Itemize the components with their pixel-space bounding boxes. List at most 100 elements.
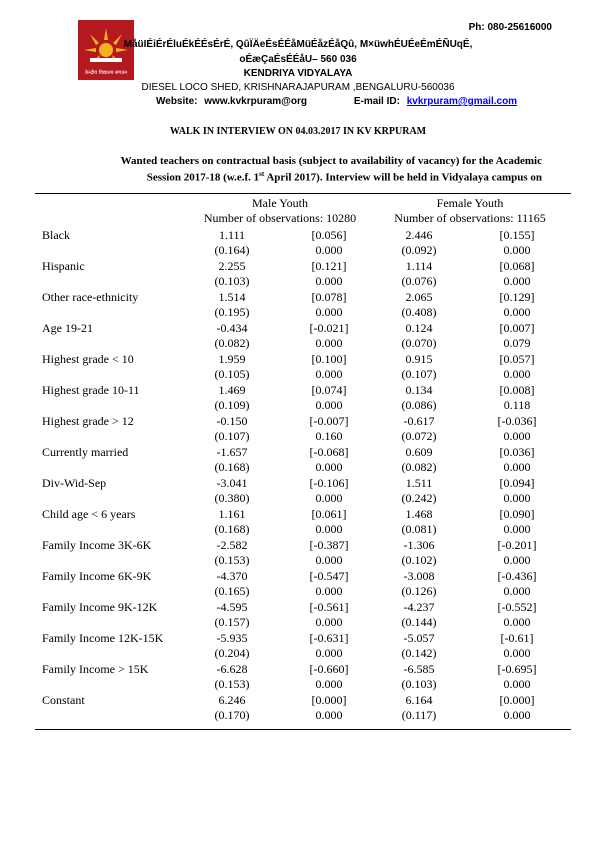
female-marginal-effect: [-0.201]: [497, 538, 537, 552]
male-std-error: (0.170): [214, 708, 250, 722]
row-label: Other race-ethnicity: [42, 290, 139, 304]
male-coefficient: -0.150: [216, 414, 248, 428]
male-p-value: 0.000: [315, 491, 343, 505]
para-line-2-start: Session 2017-18 (w.e.f. 1: [146, 171, 260, 184]
female-std-error: (0.107): [401, 367, 437, 381]
female-marginal-effect: [-0.036]: [497, 414, 537, 428]
row-label: Currently married: [42, 445, 129, 459]
male-p-value: 0.000: [315, 522, 343, 536]
male-marginal-effect: [-0.021]: [309, 321, 349, 335]
female-p-value: 0.000: [503, 367, 531, 381]
male-marginal-effect: [-0.660]: [309, 662, 349, 676]
male-std-error: (0.168): [214, 522, 250, 536]
female-p-value: 0.000: [503, 522, 531, 536]
male-std-error: (0.082): [214, 336, 250, 350]
table-bottom-rule: [35, 729, 571, 730]
male-p-value: 0.000: [315, 367, 343, 381]
regression-table-body: Black 1.111 [0.056] (0.164) 0.000 2.446 [0.155…: [0, 226, 596, 722]
male-std-error: (0.168): [214, 460, 250, 474]
female-marginal-effect: [0.155]: [499, 228, 535, 242]
female-p-value: 0.000: [503, 615, 531, 629]
table-row: Family Income 12K-15K -5.935 [-0.631] (0.20…: [0, 629, 596, 660]
row-label: Family Income > 15K: [42, 662, 149, 676]
table-row: Family Income 3K-6K -2.582 [-0.387] (0.153)…: [0, 536, 596, 567]
male-p-value: 0.000: [315, 615, 343, 629]
female-p-value: 0.000: [503, 553, 531, 567]
female-marginal-effect: [0.036]: [499, 445, 535, 459]
female-coefficient: 1.511: [405, 476, 433, 490]
male-p-value: 0.000: [315, 243, 343, 257]
observations-female: Number of observations: 11165: [394, 211, 546, 225]
row-label: Family Income 9K-12K: [42, 600, 158, 614]
male-p-value: 0.000: [315, 274, 343, 288]
male-marginal-effect: [0.100]: [311, 352, 347, 366]
female-p-value: 0.000: [503, 491, 531, 505]
male-coefficient: -6.628: [216, 662, 248, 676]
female-std-error: (0.072): [401, 429, 437, 443]
male-std-error: (0.153): [214, 553, 250, 567]
email-label: E-mail ID:: [353, 96, 400, 107]
row-label: Family Income 12K-15K: [42, 631, 164, 645]
male-marginal-effect: [0.000]: [311, 693, 347, 707]
female-coefficient: 1.114: [405, 259, 433, 273]
male-std-error: (0.109): [214, 398, 250, 412]
female-marginal-effect: [0.129]: [499, 290, 535, 304]
male-coefficient: -0.434: [216, 321, 248, 335]
female-p-value: 0.000: [503, 305, 531, 319]
male-marginal-effect: [-0.068]: [309, 445, 349, 459]
male-p-value: 0.000: [315, 646, 343, 660]
female-coefficient: -3.008: [403, 569, 435, 583]
group-header-male: Male Youth: [251, 196, 308, 210]
school-address: DIESEL LOCO SHED, KRISHNARAJAPURAM ,BENG…: [141, 82, 455, 93]
male-p-value: 0.000: [315, 584, 343, 598]
female-marginal-effect: [0.008]: [499, 383, 535, 397]
male-marginal-effect: [-0.561]: [309, 600, 349, 614]
female-std-error: (0.142): [401, 646, 437, 660]
female-marginal-effect: [0.007]: [499, 321, 535, 335]
female-coefficient: 6.164: [405, 693, 433, 707]
male-coefficient: 1.111: [218, 228, 246, 242]
female-marginal-effect: [0.094]: [499, 476, 535, 490]
email-link[interactable]: kvkrpuram@gmail.com: [406, 96, 518, 107]
male-p-value: 0.000: [315, 708, 343, 722]
female-std-error: (0.081): [401, 522, 437, 536]
male-marginal-effect: [0.121]: [311, 259, 347, 273]
row-label: Highest grade 10-11: [42, 383, 140, 397]
male-p-value: 0.000: [315, 553, 343, 567]
male-marginal-effect: [-0.547]: [309, 569, 349, 583]
female-marginal-effect: [0.057]: [499, 352, 535, 366]
female-std-error: (0.103): [401, 677, 437, 691]
female-p-value: 0.118: [503, 398, 531, 412]
female-std-error: (0.076): [401, 274, 437, 288]
female-std-error: (0.126): [401, 584, 437, 598]
female-p-value: 0.000: [503, 677, 531, 691]
para-line-2-end: April 2017). Interview will be held in V…: [264, 171, 542, 184]
female-coefficient: -5.057: [403, 631, 435, 645]
female-coefficient: 0.134: [405, 383, 433, 397]
table-row: Div-Wid-Sep -3.041 [-0.106] (0.380) 0.000 1.5…: [0, 474, 596, 505]
female-std-error: (0.242): [401, 491, 437, 505]
female-coefficient: 0.609: [405, 445, 433, 459]
table-top-rule: [35, 193, 571, 194]
row-label: Highest grade > 12: [42, 414, 134, 428]
male-std-error: (0.107): [214, 429, 250, 443]
male-p-value: 0.000: [315, 305, 343, 319]
male-coefficient: 1.959: [218, 352, 246, 366]
notice-title: WALK IN INTERVIEW ON 04.03.2017 IN KV KR…: [169, 126, 427, 137]
observations-male: Number of observations: 10280: [203, 211, 357, 225]
website-value: www.kvkrpuram@org: [204, 96, 308, 107]
notice-paragraph-line-1: Wanted teachers on contractual basis (su…: [120, 155, 542, 167]
female-coefficient: 0.124: [405, 321, 433, 335]
row-label: Highest grade < 10: [42, 352, 134, 366]
table-row: Age 19-21 -0.434 [-0.021] (0.082) 0.000 0.124…: [0, 319, 596, 350]
row-label: Family Income 3K-6K: [42, 538, 152, 552]
male-marginal-effect: [-0.387]: [309, 538, 349, 552]
contact-line: Website: www.kvkrpuram@org E-mail ID: kv…: [156, 96, 517, 107]
female-std-error: (0.086): [401, 398, 437, 412]
male-std-error: (0.165): [214, 584, 250, 598]
group-header-female: Female Youth: [436, 196, 504, 210]
male-p-value: 0.000: [315, 398, 343, 412]
row-label: Family Income 6K-9K: [42, 569, 152, 583]
table-row: Family Income > 15K -6.628 [-0.660] (0.153)…: [0, 660, 596, 691]
male-coefficient: 6.246: [218, 693, 246, 707]
